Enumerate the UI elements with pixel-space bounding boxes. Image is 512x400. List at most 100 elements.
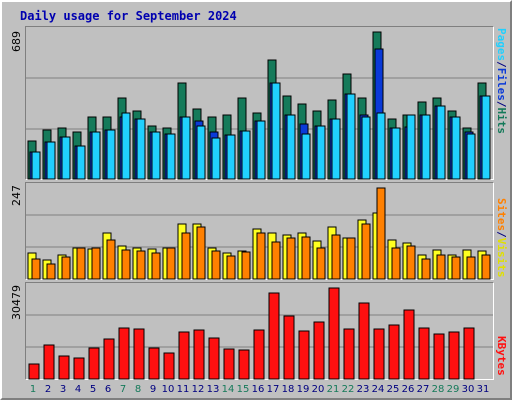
- day-label: 27: [416, 384, 430, 395]
- kbytes-bar: [283, 315, 295, 380]
- kbytes-bar: [43, 344, 55, 380]
- day-label: 5: [89, 384, 97, 395]
- day-label: 29: [446, 384, 460, 395]
- day-label: 31: [476, 384, 490, 395]
- legend-pages: Pages: [495, 28, 508, 62]
- pages-bar: [391, 127, 401, 180]
- pages-bar: [196, 125, 206, 180]
- sites-bar: [76, 247, 86, 280]
- kbytes-bar: [388, 324, 400, 380]
- legend-visits: Visits: [495, 237, 508, 278]
- max-label-hits: 689: [10, 31, 23, 52]
- sites-bar: [451, 256, 461, 280]
- kbytes-bar: [58, 355, 70, 380]
- sites-bar: [121, 249, 131, 280]
- pages-bar: [436, 105, 446, 180]
- chart-title: Daily usage for September 2024: [20, 9, 237, 23]
- sites-bar: [406, 245, 416, 280]
- sites-bar: [61, 256, 71, 280]
- pages-bar: [106, 129, 116, 180]
- kbytes-bar: [328, 287, 340, 380]
- pages-bar: [226, 134, 236, 180]
- kbytes-panel: [25, 282, 494, 380]
- kbytes-bar: [358, 302, 370, 380]
- day-label: 19: [296, 384, 310, 395]
- visits-sites-panel: [25, 182, 494, 280]
- kbytes-bar: [238, 349, 250, 380]
- pages-bar: [316, 125, 326, 180]
- day-label: 24: [371, 384, 385, 395]
- day-label: 4: [74, 384, 82, 395]
- sites-bar: [391, 247, 401, 280]
- day-label: 25: [386, 384, 400, 395]
- legend-hits: Hits: [495, 107, 508, 135]
- pages-bar: [76, 145, 86, 180]
- day-label: 3: [59, 384, 67, 395]
- kbytes-bar: [463, 327, 475, 380]
- legend-kbytes: KBytes: [495, 336, 508, 376]
- pages-bar: [301, 133, 311, 180]
- kbytes-bar: [73, 357, 85, 380]
- sites-bar: [436, 254, 446, 280]
- pages-bar: [466, 133, 476, 180]
- kbytes-bar: [223, 348, 235, 380]
- right-label-middle: Sites/Visits: [495, 198, 508, 278]
- day-label: 2: [44, 384, 52, 395]
- sites-bar: [466, 256, 476, 280]
- sites-bar: [301, 236, 311, 280]
- day-label: 11: [176, 384, 190, 395]
- kbytes-bar: [208, 337, 220, 380]
- pages-bar: [451, 116, 461, 180]
- day-label: 23: [356, 384, 370, 395]
- kbytes-bar: [418, 327, 430, 380]
- sites-bar: [211, 250, 221, 280]
- pages-bar: [121, 112, 131, 180]
- pages-bar: [91, 131, 101, 180]
- kbytes-bar: [268, 292, 280, 380]
- sites-bar: [151, 252, 161, 280]
- day-label: 8: [134, 384, 142, 395]
- sites-bar: [166, 247, 176, 280]
- pages-bar: [376, 112, 386, 180]
- max-label-visits: 247: [10, 185, 23, 206]
- sites-bar: [31, 258, 41, 280]
- sites-bar: [271, 241, 281, 280]
- right-label-bottom: KBytes: [495, 336, 508, 376]
- sites-bar: [421, 258, 431, 280]
- pages-bar: [61, 136, 71, 180]
- pages-bar: [31, 151, 41, 180]
- pages-bar: [256, 120, 266, 180]
- pages-bar: [211, 137, 221, 180]
- sites-bar: [346, 237, 356, 280]
- max-label-kbytes: 30479: [10, 285, 23, 320]
- sites-bar: [46, 263, 56, 280]
- sites-bar: [331, 234, 341, 280]
- hits-files-pages-panel: [25, 26, 494, 180]
- pages-bar: [346, 93, 356, 180]
- sites-bar: [181, 232, 191, 280]
- hits-files-pages-plot: [26, 31, 493, 180]
- day-label: 1: [29, 384, 37, 395]
- kbytes-bar: [373, 328, 385, 380]
- day-label: 20: [311, 384, 325, 395]
- sites-bar: [361, 223, 371, 280]
- kbytes-bar: [103, 338, 115, 380]
- sites-bar: [91, 247, 101, 280]
- day-label: 12: [191, 384, 205, 395]
- kbytes-bar: [193, 329, 205, 380]
- day-label: 13: [206, 384, 220, 395]
- day-label: 22: [341, 384, 355, 395]
- sites-bar: [106, 239, 116, 280]
- pages-bar: [271, 82, 281, 180]
- sites-bar: [226, 255, 236, 280]
- day-label: 6: [104, 384, 112, 395]
- sites-bar: [196, 226, 206, 280]
- day-label: 28: [431, 384, 445, 395]
- day-label: 15: [236, 384, 250, 395]
- legend-sites: Sites: [495, 198, 508, 232]
- sites-bar: [481, 254, 491, 280]
- pages-bar: [241, 130, 251, 180]
- sites-bar: [136, 250, 146, 280]
- kbytes-bar: [253, 329, 265, 380]
